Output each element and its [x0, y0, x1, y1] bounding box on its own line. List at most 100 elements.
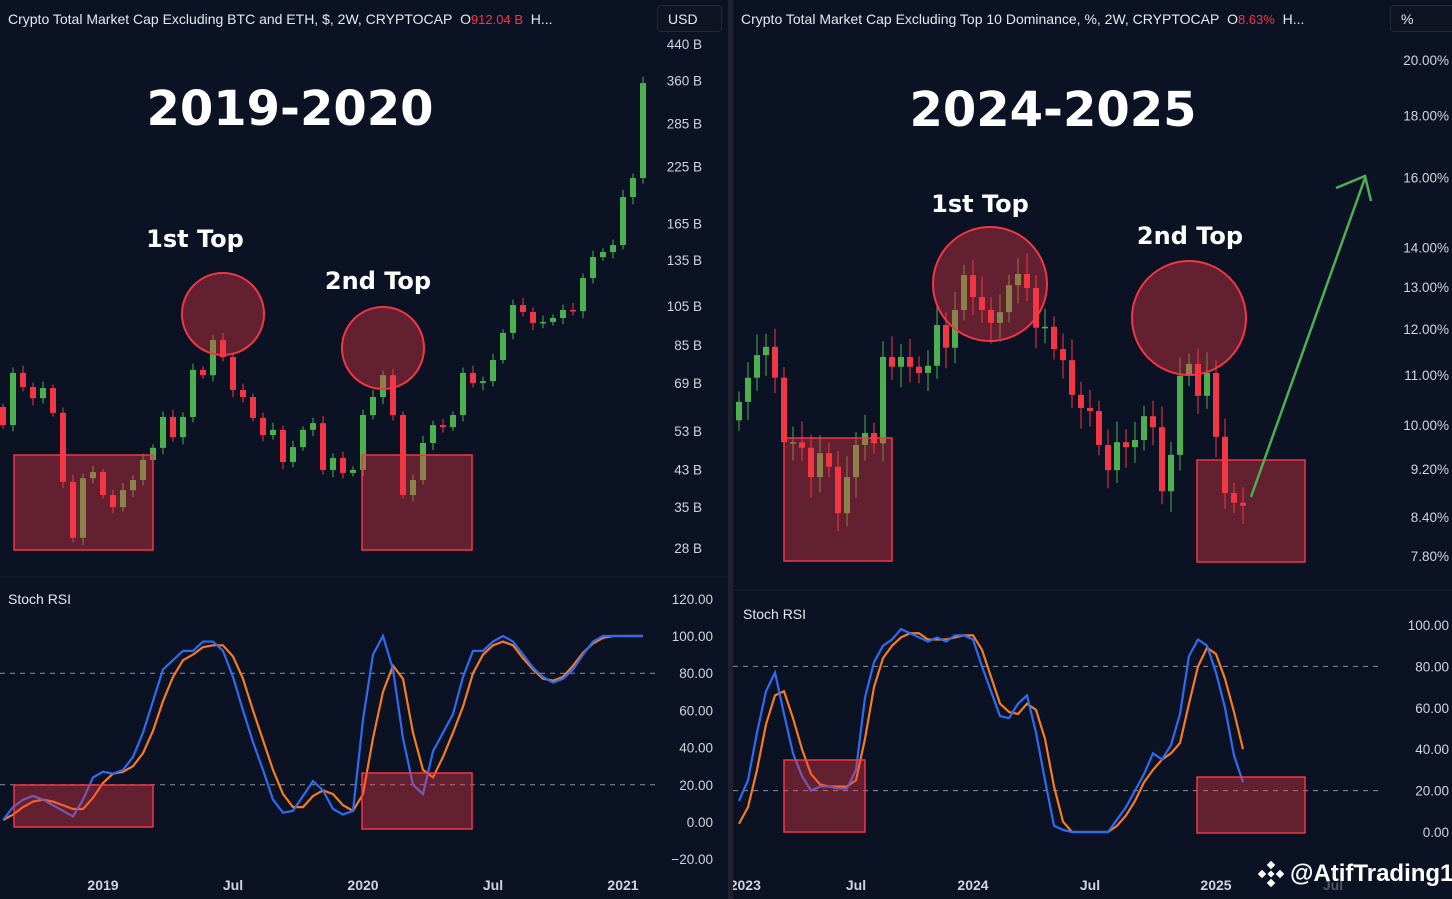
time-tick-label: 2019 — [87, 877, 118, 893]
candle-up — [600, 252, 606, 258]
candle-up — [330, 457, 336, 470]
price-tick-label: 13.00% — [1403, 280, 1449, 295]
candle-up — [540, 321, 546, 324]
candle-down — [943, 325, 949, 348]
price-tick-label: 35 B — [674, 500, 702, 515]
candle-up — [160, 416, 166, 448]
stoch-rsi-label[interactable]: Stoch RSI — [743, 606, 807, 622]
candle-down — [470, 372, 476, 383]
symbol-title: Crypto Total Market Cap Excluding BTC an… — [8, 11, 453, 27]
price-tick-label: 11.00% — [1404, 368, 1449, 383]
candle-down — [0, 407, 6, 426]
candle-down — [250, 397, 256, 418]
candle-down — [1150, 416, 1156, 428]
candle-up — [150, 447, 156, 460]
stoch-rsi-label[interactable]: Stoch RSI — [8, 591, 72, 607]
candle-down — [220, 340, 226, 358]
candle-down — [1213, 372, 1219, 437]
candle-down — [1159, 427, 1165, 492]
candle-up — [934, 325, 940, 366]
candle-down — [70, 481, 76, 538]
stoch-tick-label: 100.00 — [1408, 618, 1449, 633]
candle-up — [736, 401, 742, 421]
first-top-label: 1st Top — [146, 225, 244, 253]
price-tick-label: 69 B — [674, 376, 702, 391]
candle-up — [1132, 440, 1138, 448]
price-axis: 20.00% 18.00% 16.00% 14.00% 13.00% 12.00% 11.0… — [1403, 53, 1449, 564]
candle-up — [1141, 416, 1147, 441]
candle-up — [350, 469, 356, 473]
price-tick-label: 18.00% — [1403, 108, 1449, 123]
candle-down — [808, 447, 814, 478]
candle-down — [260, 417, 266, 436]
candle-down — [390, 375, 396, 416]
candle-up — [620, 197, 626, 246]
candle-up — [1042, 326, 1048, 329]
candle-down — [1078, 394, 1084, 408]
candle-up — [898, 356, 904, 367]
candle-up — [997, 312, 1003, 323]
candle-down — [1096, 411, 1102, 445]
candle-up — [450, 415, 456, 428]
candle-down — [320, 423, 326, 470]
price-tick-label: 20.00% — [1403, 53, 1449, 68]
price-tick-label: 135 B — [667, 253, 702, 268]
stoch-tick-label: 120.00 — [672, 592, 713, 607]
candle-down — [240, 389, 246, 398]
candle-down — [835, 466, 841, 514]
stoch-tick-label: 0.00 — [687, 815, 713, 830]
stoch-tick-label: 80.00 — [1415, 659, 1449, 674]
top-circle — [932, 226, 1048, 342]
bottom-zone-box — [361, 454, 473, 551]
right-chart-panel[interactable]: 20.00% 18.00% 16.00% 14.00% 13.00% 12.00% 11.0… — [733, 0, 1452, 899]
candle-down — [772, 346, 778, 378]
candle-up — [1168, 454, 1174, 492]
candle-up — [420, 442, 426, 481]
stoch-tick-label: 80.00 — [679, 666, 713, 681]
candle-up — [490, 360, 496, 382]
candle-down — [20, 372, 26, 387]
candle-up — [10, 372, 16, 426]
stoch-tick-label: 100.00 — [672, 629, 713, 644]
bottom-zone-box — [13, 454, 154, 551]
candle-down — [340, 457, 346, 473]
bottom-zone-box — [783, 437, 893, 562]
binance-logo-icon — [1258, 861, 1284, 887]
left-chart-canvas[interactable]: 440 B 360 B 285 B 225 B 165 B 135 B 105 B 85 B 6… — [0, 0, 728, 899]
candle-up — [40, 388, 46, 399]
candle-down — [970, 275, 976, 298]
stoch-d-line — [738, 632, 1245, 834]
candle-up — [1015, 273, 1021, 286]
candle-up — [1006, 285, 1012, 313]
candle-up — [560, 309, 566, 318]
currency-unit-button[interactable]: USD — [657, 5, 722, 32]
symbol-legend[interactable]: Crypto Total Market Cap Excluding BTC an… — [8, 11, 553, 27]
candle-up — [550, 317, 556, 322]
time-tick-label: 2025 — [1200, 877, 1231, 893]
candle-down — [907, 356, 913, 367]
stoch-tick-label: 60.00 — [1415, 701, 1449, 716]
candle-down — [988, 309, 994, 323]
price-tick-label: 105 B — [667, 299, 702, 314]
candle-up — [580, 278, 586, 312]
symbol-legend[interactable]: Crypto Total Market Cap Excluding Top 10… — [741, 11, 1304, 27]
candle-down — [1069, 360, 1075, 395]
watermark: @AtifTrading1 — [1258, 860, 1452, 888]
watermark-text: @AtifTrading1 — [1290, 860, 1452, 887]
percent-unit-button[interactable]: % — [1390, 5, 1452, 32]
time-tick-label: 2021 — [607, 877, 638, 893]
price-tick-label: 285 B — [667, 116, 702, 131]
projection-arrow — [1249, 174, 1373, 498]
candle-up — [310, 423, 316, 430]
candle-up — [630, 178, 636, 198]
left-chart-panel[interactable]: 440 B 360 B 285 B 225 B 165 B 135 B 105 B 85 B 6… — [0, 0, 728, 899]
top-circle — [341, 306, 425, 390]
candle-up — [80, 478, 86, 538]
candle-up — [862, 433, 868, 445]
candle-down — [979, 297, 985, 310]
candle-down — [781, 377, 787, 443]
time-tick-label: Jul — [1080, 877, 1100, 893]
right-chart-canvas[interactable]: 20.00% 18.00% 16.00% 14.00% 13.00% 12.00% 11.0… — [733, 0, 1452, 899]
stoch-tick-label: 40.00 — [679, 741, 713, 756]
candle-down — [1195, 363, 1201, 396]
